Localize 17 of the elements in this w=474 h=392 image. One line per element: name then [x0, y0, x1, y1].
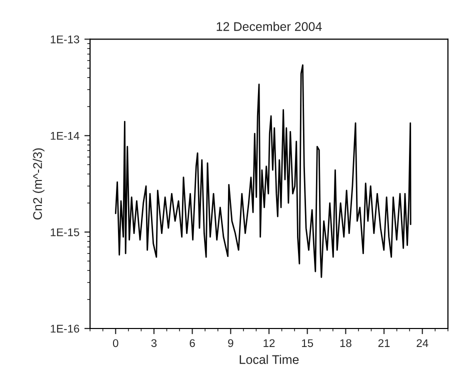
- x-tick-label: 24: [416, 339, 428, 347]
- y-tick-label: 1E-16: [50, 324, 80, 333]
- x-tick-label: 18: [340, 339, 352, 348]
- y-tick-label: 1E-15: [50, 228, 80, 236]
- x-tick-label: 21: [378, 339, 390, 347]
- y-tick-label: 1E-13: [50, 35, 80, 44]
- chart-title: 12 December 2004: [216, 22, 322, 31]
- line-series: [114, 64, 412, 278]
- x-tick-label: 3: [151, 339, 157, 348]
- x-tick-label: 6: [190, 339, 195, 348]
- x-tick-label: 12: [264, 339, 275, 347]
- y-tick-label: 1E-14: [50, 132, 80, 140]
- x-tick-label: 9: [228, 339, 234, 348]
- x-tick-label: 15: [302, 339, 314, 348]
- x-axis-title: Local Time: [240, 354, 299, 364]
- y-axis-title: Cn2 (m^-2/3): [32, 148, 44, 220]
- x-tick-label: 0: [112, 339, 118, 348]
